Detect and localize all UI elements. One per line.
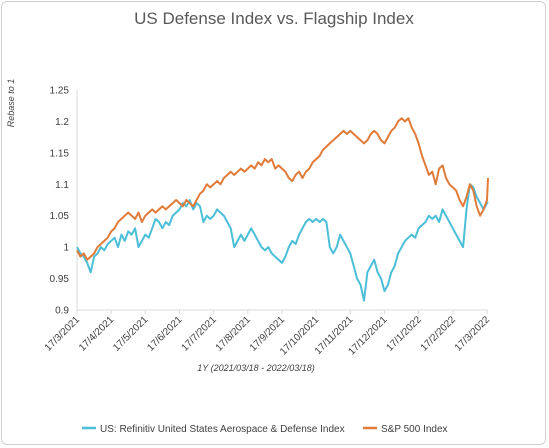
x-tick-label: 17/7/2021 xyxy=(180,314,220,354)
x-tick-label: 17/1/2022 xyxy=(385,314,425,354)
y-tick-label: 0.9 xyxy=(55,306,69,317)
y-tick-label: 1.05 xyxy=(50,211,70,222)
legend-label: S&P 500 Index xyxy=(381,424,448,435)
legend-label: US: Refinitiv United States Aerospace & … xyxy=(100,424,345,435)
x-tick-label: 17/5/2021 xyxy=(111,314,151,354)
y-tick-label: 1.1 xyxy=(55,180,69,191)
chart-title: US Defense Index vs. Flagship Index xyxy=(134,9,414,28)
x-axis-label: 1Y (2021/03/18 - 2022/03/18) xyxy=(197,363,314,373)
y-tick-label: 1 xyxy=(63,243,69,254)
x-tick-label: 17/2/2022 xyxy=(419,314,459,354)
x-tick-label: 17/6/2021 xyxy=(145,314,185,354)
series-line-defense-index xyxy=(76,183,489,302)
x-tick-label: 17/3/2022 xyxy=(453,314,493,354)
plot-area: 0.9 0.95 1 1.05 1.1 1.15 1.2 1.25 17/3/202117/4/… xyxy=(43,86,493,358)
y-tick-label: 1.2 xyxy=(55,117,69,128)
y-tick-label: 0.95 xyxy=(50,274,70,285)
x-tick-label: 17/4/2021 xyxy=(77,314,117,354)
y-tick-label: 1.15 xyxy=(50,148,70,159)
x-tick-label: 17/8/2021 xyxy=(214,314,254,354)
series-line-sp500-index xyxy=(76,117,489,261)
x-tick-label: 17/3/2021 xyxy=(43,314,83,354)
legend: US: Refinitiv United States Aerospace & … xyxy=(82,424,448,435)
y-tick-label: 1.25 xyxy=(50,86,70,97)
y-axis-label: Rebase to 1 xyxy=(6,79,16,128)
